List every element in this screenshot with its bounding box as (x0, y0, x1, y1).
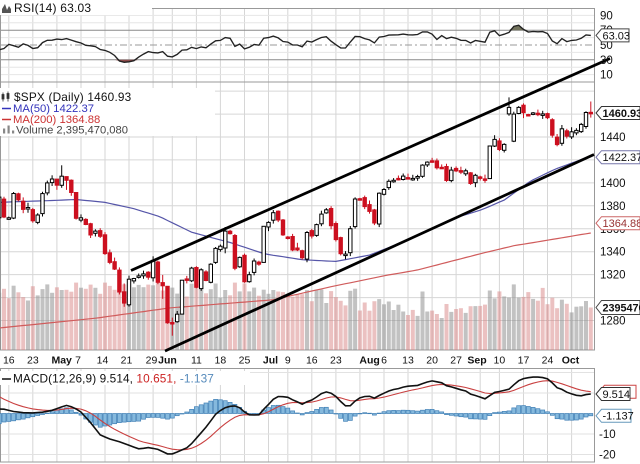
svg-text:29: 29 (146, 355, 158, 367)
svg-text:Volume 2,395,470,080: Volume 2,395,470,080 (16, 125, 128, 137)
svg-text:-1.137: -1.137 (603, 411, 634, 423)
svg-text:11: 11 (191, 355, 202, 367)
svg-text:20: 20 (426, 355, 438, 367)
svg-text:2395470: 2395470 (603, 302, 640, 314)
svg-text:27: 27 (450, 355, 462, 367)
svg-text:-20: -20 (599, 450, 616, 462)
svg-text:17: 17 (518, 355, 530, 367)
svg-text:6: 6 (381, 355, 387, 367)
svg-text:50: 50 (600, 40, 613, 52)
svg-text:13: 13 (402, 355, 414, 367)
svg-text:21: 21 (121, 355, 133, 367)
svg-text:18: 18 (215, 355, 227, 367)
svg-text:10: 10 (494, 355, 506, 367)
svg-text:$SPX (Daily) 1460.93: $SPX (Daily) 1460.93 (14, 90, 132, 104)
svg-text:1320: 1320 (600, 270, 626, 282)
svg-text:Sep: Sep (467, 355, 486, 367)
svg-text:24: 24 (542, 355, 554, 367)
svg-text:May: May (51, 355, 72, 367)
svg-text:1460.93: 1460.93 (603, 108, 640, 120)
svg-text:23: 23 (27, 355, 39, 367)
svg-text:Aug: Aug (359, 355, 379, 367)
svg-text:63.03: 63.03 (603, 30, 631, 42)
svg-text:7: 7 (75, 355, 81, 367)
svg-text:14: 14 (97, 355, 109, 367)
svg-text:1440: 1440 (600, 132, 626, 144)
svg-text:MA(200) 1364.88: MA(200) 1364.88 (13, 114, 100, 126)
svg-text:RSI(14) 63.03: RSI(14) 63.03 (14, 1, 91, 15)
svg-text:1364.88: 1364.88 (603, 218, 640, 230)
svg-text:10: 10 (600, 70, 613, 82)
svg-text:90: 90 (600, 10, 613, 22)
svg-text:1280: 1280 (600, 316, 626, 328)
svg-text:16: 16 (3, 355, 15, 367)
svg-text:23: 23 (330, 355, 342, 367)
svg-text:16: 16 (306, 355, 318, 367)
svg-text:25: 25 (239, 355, 251, 367)
svg-text:30: 30 (600, 55, 613, 67)
svg-text:MACD(12,26,9) 9.514, 10.651, -: MACD(12,26,9) 9.514, 10.651, -1.137 (13, 372, 214, 386)
svg-text:1400: 1400 (600, 178, 626, 190)
svg-text:9: 9 (285, 355, 291, 367)
svg-text:1422.37: 1422.37 (603, 152, 640, 164)
svg-text:-10: -10 (599, 429, 616, 441)
svg-text:Jun: Jun (158, 355, 177, 367)
svg-text:Jul: Jul (263, 355, 278, 367)
svg-text:1340: 1340 (600, 247, 626, 259)
svg-text:MA(50) 1422.37: MA(50) 1422.37 (13, 103, 94, 115)
svg-text:1380: 1380 (600, 201, 626, 213)
svg-text:Oct: Oct (562, 355, 580, 367)
svg-text:9.514: 9.514 (603, 389, 631, 401)
